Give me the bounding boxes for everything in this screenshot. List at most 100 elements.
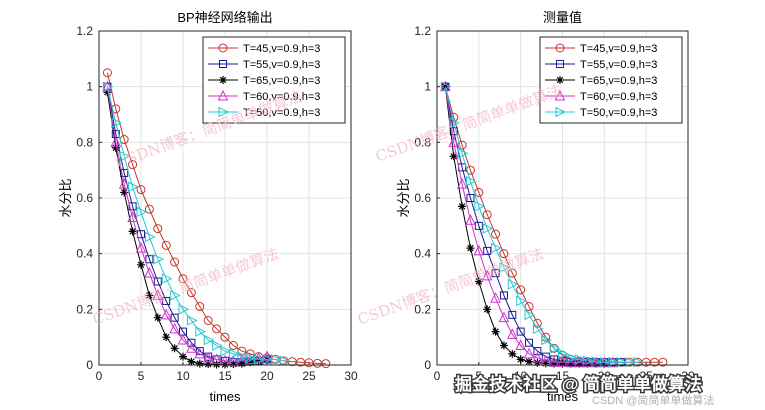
data-point <box>102 81 114 92</box>
data-point <box>153 224 163 234</box>
x-tick-label: 10 <box>514 369 528 383</box>
data-point <box>499 291 508 300</box>
data-point <box>566 352 577 364</box>
legend-item: T=65,v=0.9,h=3 <box>208 75 320 87</box>
data-point <box>135 241 147 253</box>
data-point <box>474 221 483 230</box>
data-point <box>465 165 475 175</box>
data-point <box>178 304 190 315</box>
data-point <box>440 81 452 92</box>
data-point <box>565 356 577 368</box>
x-tick-label: 10 <box>176 369 190 383</box>
data-point <box>550 359 559 368</box>
data-point <box>499 341 508 350</box>
data-point <box>237 359 246 368</box>
data-point <box>119 150 131 162</box>
data-point <box>127 211 138 222</box>
x-tick-label: 25 <box>302 369 316 383</box>
data-point <box>245 352 257 364</box>
data-point <box>161 240 171 250</box>
x-tick-label: 5 <box>475 369 482 383</box>
legend-item: T=50,v=0.9,h=3 <box>208 106 320 119</box>
data-point <box>557 356 568 367</box>
data-point <box>599 356 611 368</box>
data-point <box>524 302 534 312</box>
data-point <box>506 328 518 339</box>
data-point <box>508 310 517 319</box>
data-point <box>136 206 148 218</box>
legend-item: T=45,v=0.9,h=3 <box>208 43 320 55</box>
legend-item: T=65,v=0.9,h=3 <box>545 75 657 87</box>
data-point <box>203 315 213 325</box>
data-point <box>549 342 561 354</box>
data-point <box>532 351 543 363</box>
legend-marker <box>554 89 566 101</box>
data-point <box>483 246 492 255</box>
data-point <box>616 356 628 368</box>
legend-label: T=55,v=0.9,h=3 <box>580 59 657 71</box>
data-point <box>203 334 215 346</box>
left-chart-panel: 0 5 10 15 20 25 30 0 0.2 0.4 0.6 0.8 1 1.2 BP神经网络输出 tim… <box>58 10 358 404</box>
data-point <box>246 358 255 367</box>
data-point <box>516 327 525 336</box>
legend-label: T=60,v=0.9,h=3 <box>580 91 657 103</box>
x-tick-label: 0 <box>96 369 103 383</box>
data-point <box>262 354 274 365</box>
data-point <box>516 285 526 295</box>
data-point <box>448 136 460 147</box>
x-tick-label: 30 <box>681 369 695 383</box>
chart-title: BP神经网络输出 <box>177 10 272 25</box>
data-point <box>102 68 112 78</box>
data-point <box>474 201 485 212</box>
data-point <box>102 80 113 92</box>
y-tick-label: 0.8 <box>76 135 93 149</box>
data-point <box>483 305 492 314</box>
legend-marker <box>218 43 228 53</box>
y-tick-label: 1 <box>424 80 431 94</box>
data-point <box>499 249 509 259</box>
data-point <box>169 322 180 334</box>
data-point <box>186 342 197 353</box>
data-point <box>145 255 154 264</box>
legend-item: T=50,v=0.9,h=3 <box>545 106 657 119</box>
data-point <box>541 359 550 368</box>
legend-item: T=60,v=0.9,h=3 <box>208 89 320 103</box>
data-point <box>566 359 575 368</box>
y-tick-label: 0.8 <box>414 135 431 149</box>
right-chart-panel: 0 5 10 15 20 25 30 0 0.2 0.4 0.6 0.8 1 1.2 测量值 times 水分比… <box>396 10 695 404</box>
footer-small-watermark: CSDN @简简单单做算法 <box>592 393 714 407</box>
data-point <box>507 268 517 278</box>
legend-marker <box>219 60 227 68</box>
data-point <box>187 357 196 366</box>
legend-label: T=65,v=0.9,h=3 <box>580 75 657 87</box>
data-point <box>516 355 525 364</box>
data-point <box>177 333 189 345</box>
data-point <box>532 318 542 328</box>
legend-item: T=55,v=0.9,h=3 <box>208 59 320 71</box>
data-point <box>279 355 290 367</box>
data-point <box>160 308 172 320</box>
data-point <box>491 229 501 239</box>
data-point <box>440 80 451 92</box>
x-tick-label: 25 <box>639 369 653 383</box>
data-point <box>474 277 483 286</box>
data-point <box>491 327 500 336</box>
data-point <box>195 359 204 368</box>
data-point <box>220 332 230 342</box>
data-point <box>145 291 154 300</box>
data-point <box>575 359 584 368</box>
data-point <box>170 290 181 301</box>
series-2 <box>103 88 271 369</box>
y-tick-label: 0.2 <box>76 302 93 316</box>
data-point <box>128 202 137 211</box>
data-point <box>118 177 130 189</box>
data-point <box>499 262 511 273</box>
data-point <box>573 356 585 368</box>
data-point <box>474 187 484 197</box>
x-tick-label: 30 <box>344 369 358 383</box>
data-point <box>228 341 238 351</box>
legend-marker <box>555 43 565 53</box>
legend-label: T=45,v=0.9,h=3 <box>580 43 657 55</box>
data-point <box>110 136 122 147</box>
